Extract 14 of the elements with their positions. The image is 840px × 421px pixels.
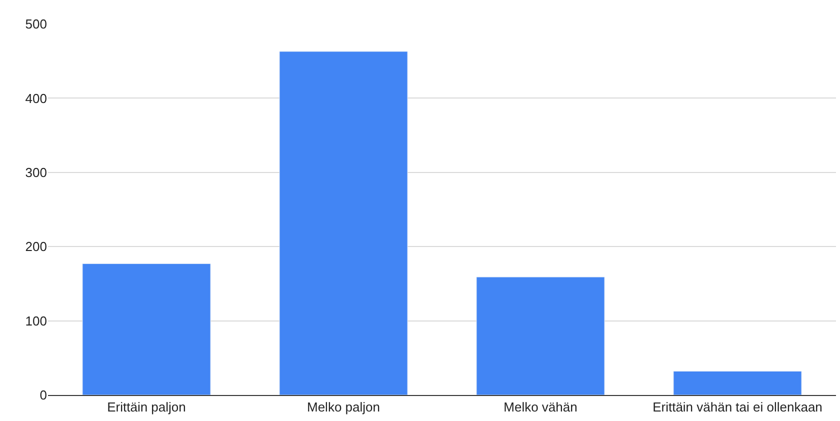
y-tick-label: 0 [40, 388, 47, 403]
bar [476, 276, 605, 395]
x-tick-label: Melko vähän [504, 400, 578, 415]
x-tick-label: Erittäin vähän tai ei ollenkaan [652, 400, 822, 415]
bar [279, 51, 408, 395]
y-tick-label: 500 [25, 16, 47, 32]
y-tick-label: 100 [25, 313, 47, 328]
y-tick-label: 300 [25, 164, 47, 180]
bar [82, 263, 211, 395]
bar [673, 371, 802, 395]
y-tick-label: 400 [25, 90, 47, 106]
x-tick-label: Melko paljon [307, 400, 380, 415]
y-tick-label: 200 [25, 239, 47, 254]
x-tick-label: Erittäin paljon [107, 400, 186, 415]
